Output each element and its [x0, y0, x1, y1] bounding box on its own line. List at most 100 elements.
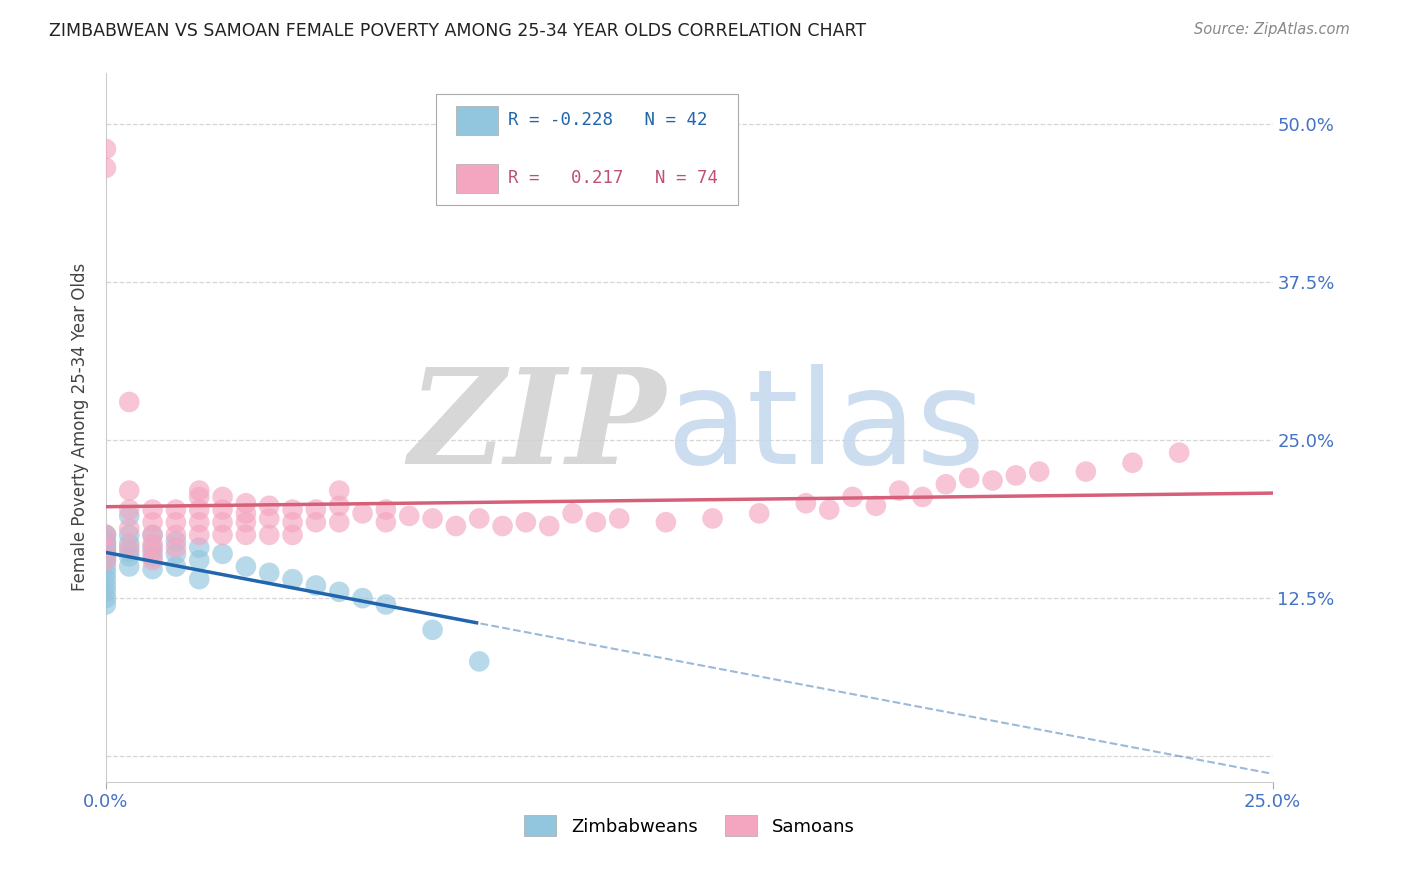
Point: [1005, 468, 1028, 483]
Point: [1074, 465, 1097, 479]
Point: [118, 559, 141, 574]
Point: [94, 528, 117, 542]
Point: [188, 528, 211, 542]
Point: [281, 502, 304, 516]
Point: [468, 511, 491, 525]
Point: [398, 508, 420, 523]
Point: [94, 572, 117, 586]
Point: [165, 534, 187, 549]
Point: [305, 502, 328, 516]
Point: [94, 161, 117, 175]
Point: [889, 483, 911, 498]
Point: [94, 544, 117, 558]
Point: [118, 537, 141, 551]
Point: [94, 549, 117, 564]
Point: [94, 553, 117, 567]
Point: [957, 471, 980, 485]
Point: [142, 537, 165, 551]
Point: [257, 499, 280, 513]
Point: [188, 541, 211, 555]
Point: [94, 547, 117, 561]
Point: [165, 502, 187, 516]
Point: [142, 541, 165, 555]
Point: [94, 598, 117, 612]
Point: [491, 519, 513, 533]
Point: [94, 142, 117, 156]
Point: [585, 515, 607, 529]
Point: [422, 623, 444, 637]
Point: [165, 547, 187, 561]
Text: R =   0.217   N = 74: R = 0.217 N = 74: [508, 169, 717, 187]
Y-axis label: Female Poverty Among 25-34 Year Olds: Female Poverty Among 25-34 Year Olds: [72, 263, 89, 591]
Point: [142, 515, 165, 529]
Point: [94, 537, 117, 551]
Point: [281, 572, 304, 586]
Point: [142, 528, 165, 542]
Point: [328, 483, 350, 498]
Point: [118, 544, 141, 558]
Point: [94, 553, 117, 567]
Point: [305, 578, 328, 592]
Point: [794, 496, 817, 510]
Text: ZIP: ZIP: [409, 363, 666, 491]
Text: ZIMBABWEAN VS SAMOAN FEMALE POVERTY AMONG 25-34 YEAR OLDS CORRELATION CHART: ZIMBABWEAN VS SAMOAN FEMALE POVERTY AMON…: [49, 22, 866, 40]
Point: [281, 528, 304, 542]
Text: R = -0.228   N = 42: R = -0.228 N = 42: [508, 112, 707, 129]
Point: [235, 515, 257, 529]
Point: [374, 515, 396, 529]
Point: [257, 511, 280, 525]
Point: [515, 515, 537, 529]
Point: [118, 395, 141, 409]
Point: [235, 559, 257, 574]
Point: [702, 511, 724, 525]
Point: [235, 507, 257, 521]
Point: [165, 541, 187, 555]
Point: [352, 507, 374, 521]
Point: [188, 553, 211, 567]
Point: [1168, 445, 1191, 459]
Point: [118, 541, 141, 555]
Point: [374, 502, 396, 516]
Point: [188, 515, 211, 529]
Point: [188, 502, 211, 516]
Point: [748, 507, 770, 521]
Point: [911, 490, 934, 504]
Point: [607, 511, 630, 525]
Point: [841, 490, 863, 504]
Point: [257, 528, 280, 542]
Point: [165, 528, 187, 542]
Point: [328, 515, 350, 529]
Point: [655, 515, 678, 529]
Point: [981, 474, 1004, 488]
Point: [142, 549, 165, 564]
Point: [118, 549, 141, 564]
Text: atlas: atlas: [666, 364, 984, 491]
Point: [281, 515, 304, 529]
Point: [118, 502, 141, 516]
Point: [352, 591, 374, 606]
Point: [94, 566, 117, 580]
Point: [211, 515, 233, 529]
Point: [142, 553, 165, 567]
Point: [235, 528, 257, 542]
Legend: Zimbabweans, Samoans: Zimbabweans, Samoans: [516, 808, 862, 844]
Point: [188, 483, 211, 498]
Point: [165, 559, 187, 574]
Point: [211, 502, 233, 516]
Point: [118, 528, 141, 542]
Point: [142, 562, 165, 576]
Point: [142, 502, 165, 516]
Point: [211, 490, 233, 504]
Point: [94, 528, 117, 542]
Point: [118, 508, 141, 523]
Point: [538, 519, 561, 533]
Point: [118, 522, 141, 536]
Point: [94, 528, 117, 542]
Point: [305, 515, 328, 529]
Point: [328, 584, 350, 599]
Point: [94, 584, 117, 599]
Point: [935, 477, 957, 491]
Point: [1121, 456, 1143, 470]
Point: [865, 499, 887, 513]
Point: [94, 541, 117, 555]
